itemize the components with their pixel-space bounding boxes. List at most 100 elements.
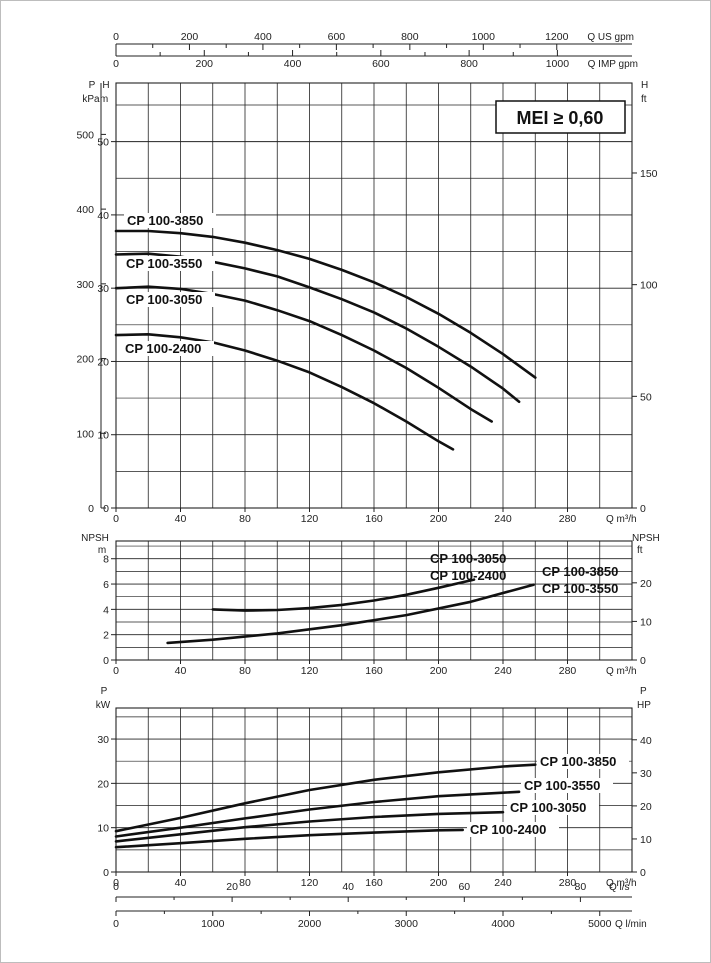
npsh-label-cp100-3550: CP 100-3550: [542, 581, 618, 596]
us-gpm-tick-label: 0: [113, 31, 119, 43]
us-gpm-tick-label: 1200: [545, 31, 569, 43]
head-y-tick-label: 40: [97, 210, 109, 222]
npsh-ft-axis-label: NPSH: [632, 533, 660, 544]
head-right-tick-label: 150: [640, 168, 658, 180]
npsh-x-tick-label: 0: [113, 665, 119, 677]
npsh-label-cp100-3050: CP 100-3050: [430, 551, 506, 566]
head-x-tick-label: 200: [430, 513, 448, 525]
power-x-tick-label: 160: [365, 877, 383, 889]
npsh-y-tick-label: 2: [103, 630, 109, 642]
imp-gpm-tick-label: 800: [460, 58, 478, 70]
power-hp-axis-label: P: [640, 686, 647, 697]
npsh-y-tick-label: 6: [103, 579, 109, 591]
power-right-tick-label: 0: [640, 867, 646, 879]
lmin-tick-label: 4000: [491, 918, 515, 930]
npsh-x-tick-label: 120: [301, 665, 319, 677]
head-x-tick-label: 0: [113, 513, 119, 525]
head-curve-2: [114, 252, 521, 404]
npsh-x-tick-label: 80: [239, 665, 251, 677]
npsh-ft-axis-label-unit: ft: [637, 545, 643, 556]
power-curve-label-bg: [537, 754, 629, 769]
lmin-tick-label: 3000: [395, 918, 419, 930]
us-gpm-tick-label: 600: [328, 31, 346, 43]
head-y-tick-label: 20: [97, 356, 109, 368]
kpa-tick-label: 0: [88, 503, 94, 515]
head-x-tick-label: 120: [301, 513, 319, 525]
head-ft-axis-label-unit: ft: [641, 94, 647, 105]
head-x-axis-label: Q m³/h: [606, 514, 637, 525]
power-right-tick-label: 30: [640, 768, 652, 780]
power-y-tick-label: 20: [97, 778, 109, 790]
us-gpm-axis-label: Q US gpm: [587, 32, 634, 43]
power-curve-label-bg: [507, 800, 599, 815]
power-curve-label-1: CP 100-3850: [540, 754, 616, 769]
npsh-x-axis-label: Q m³/h: [606, 666, 637, 677]
ls-tick-label: 40: [342, 881, 354, 893]
kpa-tick-label: 300: [76, 279, 94, 291]
lmin-tick-label: 2000: [298, 918, 322, 930]
head-curve-label-2: CP 100-3550: [126, 256, 202, 271]
kpa-axis-label-p: P: [89, 80, 96, 91]
power-curve-3: [114, 810, 505, 843]
us-gpm-tick-label: 200: [181, 31, 199, 43]
lmin-tick-label: 0: [113, 918, 119, 930]
ls-axis-label: Q l/s: [609, 882, 630, 893]
npsh-y-tick-label: 4: [103, 604, 109, 616]
npsh-x-tick-label: 40: [175, 665, 187, 677]
us-gpm-tick-label: 800: [401, 31, 419, 43]
power-right-tick-label: 20: [640, 801, 652, 813]
head-curve-1: [114, 229, 537, 379]
power-right-tick-label: 40: [640, 735, 652, 747]
lmin-axis-label: Q l/min: [615, 919, 647, 930]
npsh-curve-1: [211, 578, 476, 612]
ls-tick-label: 20: [226, 881, 238, 893]
power-curve-4: [114, 828, 464, 849]
head-curve-label-1: CP 100-3850: [127, 213, 203, 228]
npsh-x-tick-label: 200: [430, 665, 448, 677]
head-x-tick-label: 40: [175, 513, 187, 525]
ls-tick-label: 0: [113, 881, 119, 893]
power-y-tick-label: 30: [97, 734, 109, 746]
npsh-right-tick-label: 0: [640, 655, 646, 667]
power-x-tick-label: 0: [113, 877, 119, 889]
npsh-label-cp100-3850: CP 100-3850: [542, 564, 618, 579]
head-curve-3: [114, 285, 493, 423]
head-curve-label-bg: [124, 213, 216, 228]
ls-tick-label: 80: [575, 881, 587, 893]
npsh-right-tick-label: 20: [640, 578, 652, 590]
power-x-tick-label: 240: [494, 877, 512, 889]
npsh-axis-label-unit: m: [98, 545, 106, 556]
head-x-tick-label: 280: [559, 513, 577, 525]
npsh-x-tick-label: 280: [559, 665, 577, 677]
power-curve-1: [114, 763, 537, 833]
lmin-tick-label: 5000: [588, 918, 612, 930]
kpa-tick-label: 100: [76, 428, 94, 440]
kpa-tick-label: 500: [76, 129, 94, 141]
mei-badge-box: [495, 100, 626, 134]
kpa-tick-label: 400: [76, 204, 94, 216]
lmin-tick-label: 1000: [201, 918, 225, 930]
power-curve-label-bg: [521, 778, 613, 793]
power-x-tick-label: 120: [301, 877, 319, 889]
power-y-tick-label: 0: [103, 867, 109, 879]
kpa-axis-label-unit: kPa: [82, 94, 100, 105]
npsh-curve-2: [166, 583, 535, 645]
ls-tick-label: 60: [458, 881, 470, 893]
head-axis-label-unit: m: [100, 94, 108, 105]
power-hp-axis-label-unit: HP: [637, 700, 651, 711]
head-x-tick-label: 80: [239, 513, 251, 525]
power-curve-2: [114, 790, 521, 838]
mei-badge-text: MEI ≥ 0,60: [517, 108, 604, 128]
imp-gpm-axis-label: Q IMP gpm: [588, 59, 638, 70]
us-gpm-tick-label: 1000: [472, 31, 496, 43]
imp-gpm-tick-label: 200: [196, 58, 214, 70]
power-curve-label-2: CP 100-3550: [524, 778, 600, 793]
head-right-tick-label: 50: [640, 391, 652, 403]
power-curve-label-4: CP 100-2400: [470, 822, 546, 837]
head-y-tick-label: 10: [97, 430, 109, 442]
npsh-x-tick-label: 240: [494, 665, 512, 677]
power-curve-label-3: CP 100-3050: [510, 800, 586, 815]
imp-gpm-tick-label: 400: [284, 58, 302, 70]
npsh-label-cp100-2400: CP 100-2400: [430, 568, 506, 583]
